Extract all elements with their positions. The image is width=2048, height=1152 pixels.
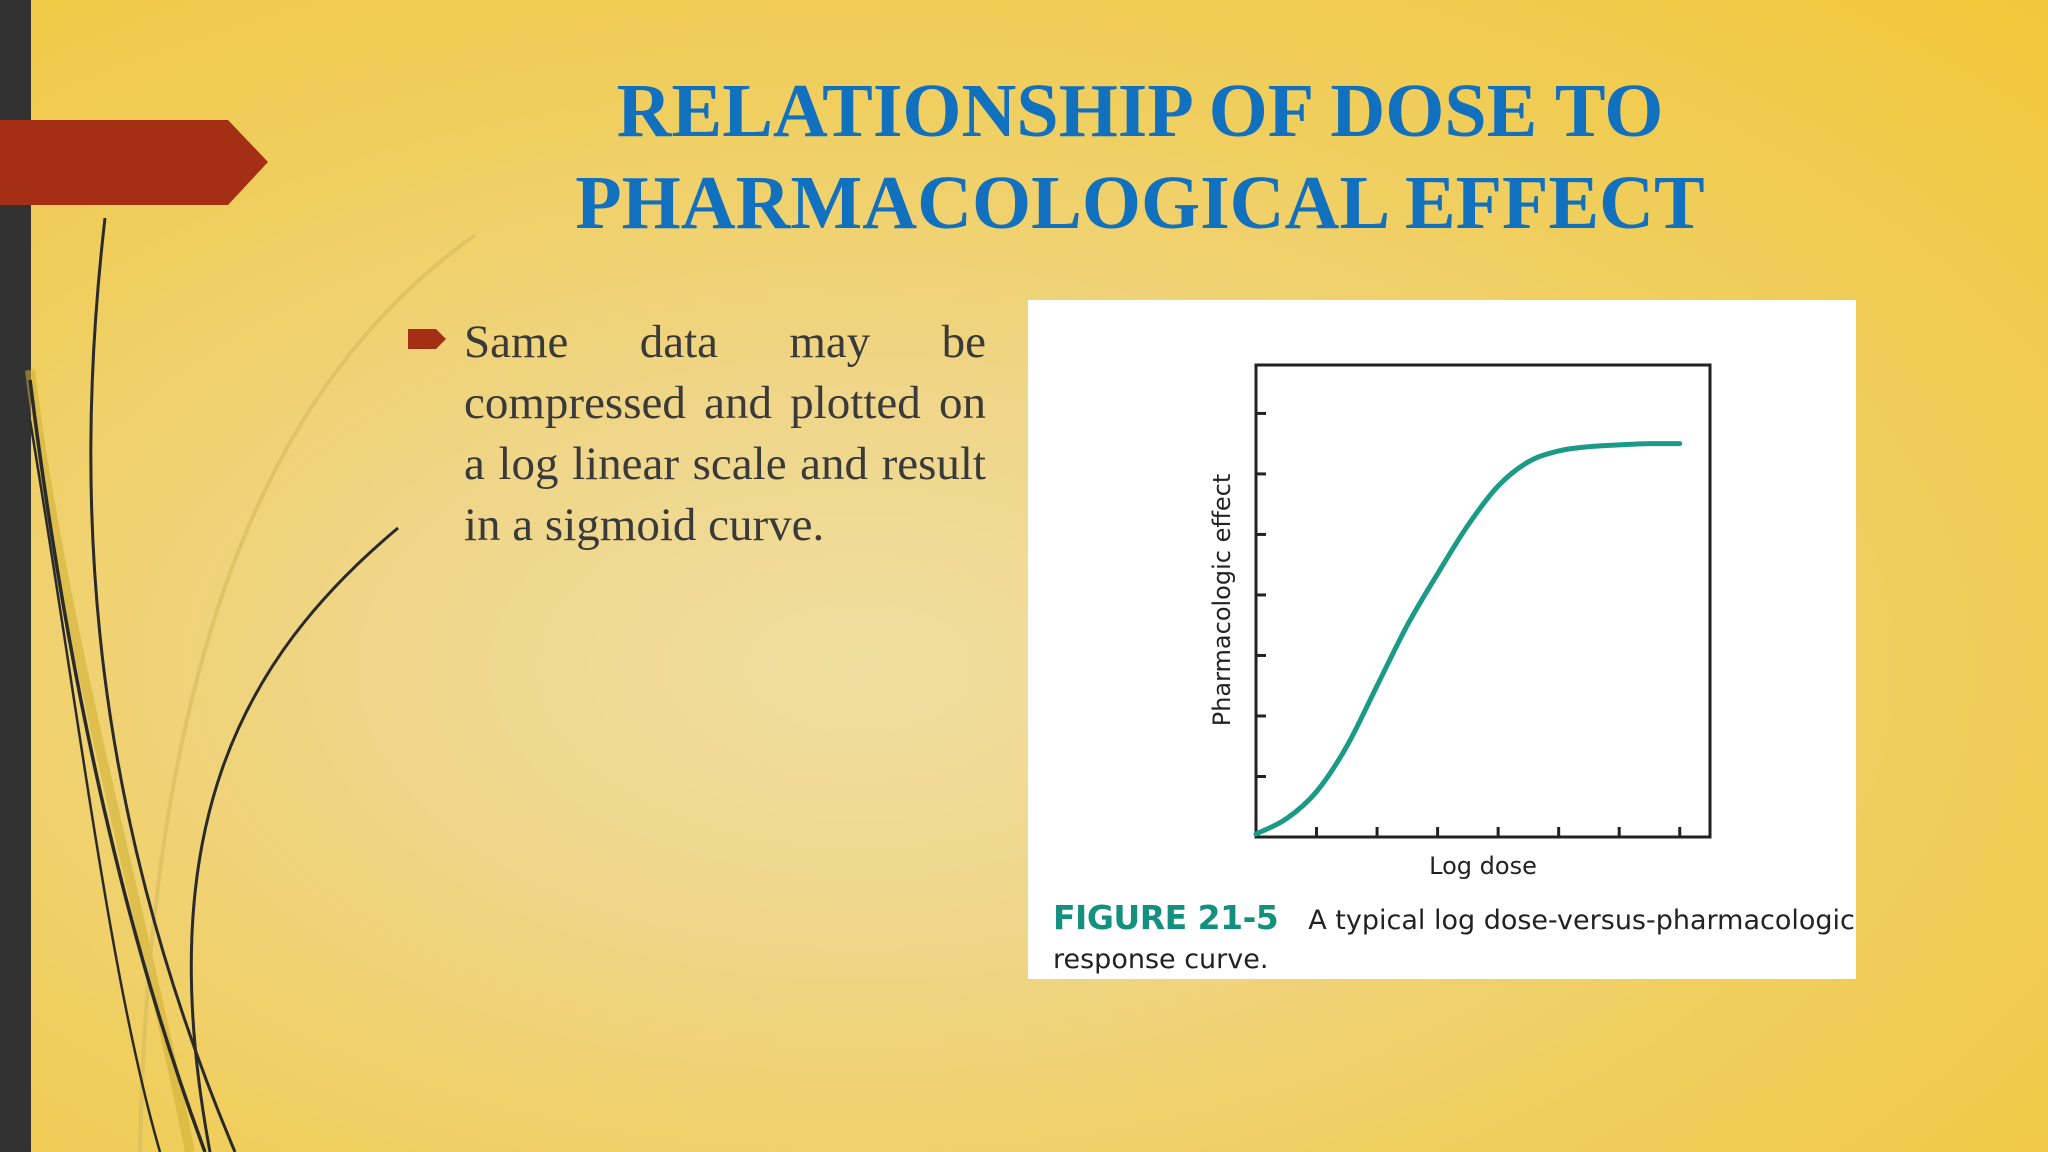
figure-label: FIGURE 21-5 (1053, 898, 1279, 937)
dose-response-chart: Pharmacologic effect Log dose (1208, 363, 1712, 880)
plot-frame (1254, 363, 1712, 839)
y-axis-label: Pharmacologic effect (1208, 474, 1236, 727)
slide-title-line1: RELATIONSHIP OF DOSE TO (616, 69, 1664, 153)
figure-caption: FIGURE 21-5 A typical log dose-versus-pha… (1053, 898, 1855, 937)
slide-title-line2: PHARMACOLOGICAL EFFECT (575, 161, 1705, 245)
x-axis-label: Log dose (1429, 852, 1537, 880)
arrow-bullet-icon (408, 329, 446, 349)
figure-caption-line1: A typical log dose-versus-pharmacologic (1308, 905, 1855, 936)
figure-caption-line2: response curve. (1053, 944, 1269, 975)
decorative-swooshes (25, 217, 477, 1152)
sigmoid-curve (1253, 441, 1683, 837)
bullet-text: Same data may be compressed and plotted … (464, 316, 986, 551)
figure-image: Pharmacologic effect Log dose FIGURE 21-… (1028, 300, 1856, 979)
title-accent-arrow (0, 120, 268, 205)
slide-title: RELATIONSHIP OF DOSE TO PHARMACOLOGICAL … (520, 65, 1760, 249)
